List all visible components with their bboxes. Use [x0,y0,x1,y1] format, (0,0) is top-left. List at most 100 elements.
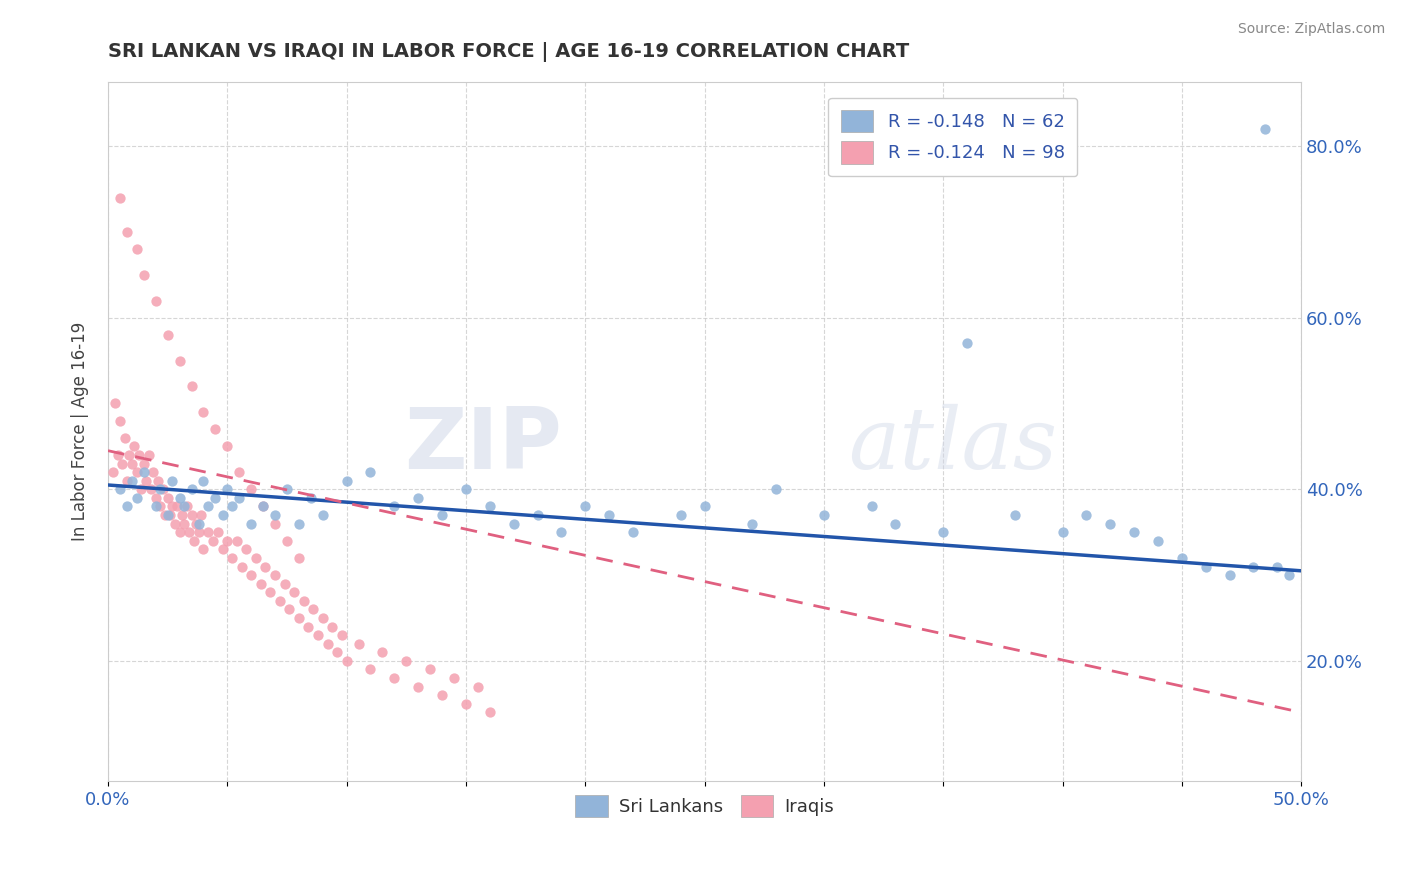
Point [1171,550,1194,565]
Point [502,516,524,531]
Point [245,550,267,565]
Point [598,508,620,522]
Point [406,491,429,505]
Point [207,525,229,540]
Point [111,457,134,471]
Point [240,483,263,497]
Point [169,353,191,368]
Point [1099,516,1122,531]
Point [228,465,250,479]
Text: SRI LANKAN VS IRAQI IN LABOR FORCE | AGE 16-19 CORRELATION CHART: SRI LANKAN VS IRAQI IN LABOR FORCE | AGE… [108,42,910,62]
Point [149,483,172,497]
Point [152,483,174,497]
Point [132,268,155,282]
Point [142,465,165,479]
Point [1241,559,1264,574]
Point [128,448,150,462]
Point [288,611,311,625]
Point [125,242,148,256]
Point [145,293,167,308]
Point [162,474,184,488]
Point [169,491,191,505]
Point [115,474,138,488]
Point [169,525,191,540]
Point [176,500,198,514]
Point [813,508,835,522]
Point [146,474,169,488]
Point [108,414,131,428]
Point [187,516,209,531]
Point [156,508,179,522]
Point [183,533,205,548]
Point [249,576,271,591]
Point [104,396,127,410]
Text: ZIP: ZIP [404,404,561,487]
Point [430,688,453,702]
Point [163,516,186,531]
Point [264,516,287,531]
Point [360,663,382,677]
Point [273,576,295,591]
Point [371,645,394,659]
Point [121,457,143,471]
Point [288,550,311,565]
Point [221,550,243,565]
Point [217,533,239,548]
Point [526,508,548,522]
Point [264,508,287,522]
Point [278,602,301,616]
Point [193,405,215,419]
Point [299,491,322,505]
Point [302,602,325,616]
Point [621,525,644,540]
Point [211,508,233,522]
Point [217,483,239,497]
Point [336,654,359,668]
Point [173,500,195,514]
Point [162,500,184,514]
Point [478,500,501,514]
Point [108,483,131,497]
Point [932,525,955,540]
Point [132,465,155,479]
Point [107,448,129,462]
Point [430,508,453,522]
Point [138,448,160,462]
Point [187,525,209,540]
Point [149,500,172,514]
Point [1076,508,1098,522]
Point [860,500,883,514]
Point [382,671,405,685]
Point [307,628,329,642]
Point [170,508,193,522]
Point [443,671,465,685]
Point [159,508,181,522]
Point [231,559,253,574]
Point [125,491,148,505]
Point [321,619,343,633]
Y-axis label: In Labor Force | Age 16-19: In Labor Force | Age 16-19 [72,322,89,541]
Point [259,585,281,599]
Point [467,680,489,694]
Point [269,594,291,608]
Point [190,508,212,522]
Point [884,516,907,531]
Legend: Sri Lankans, Iraqis: Sri Lankans, Iraqis [568,788,841,824]
Point [312,611,335,625]
Point [139,483,162,497]
Point [179,525,201,540]
Point [741,516,763,531]
Point [235,542,257,557]
Point [221,500,243,514]
Point [382,500,405,514]
Point [145,491,167,505]
Point [956,336,979,351]
Point [180,483,202,497]
Point [186,516,208,531]
Point [252,500,274,514]
Point [240,568,263,582]
Text: Source: ZipAtlas.com: Source: ZipAtlas.com [1237,22,1385,37]
Point [1195,559,1218,574]
Point [312,508,335,522]
Point [276,533,298,548]
